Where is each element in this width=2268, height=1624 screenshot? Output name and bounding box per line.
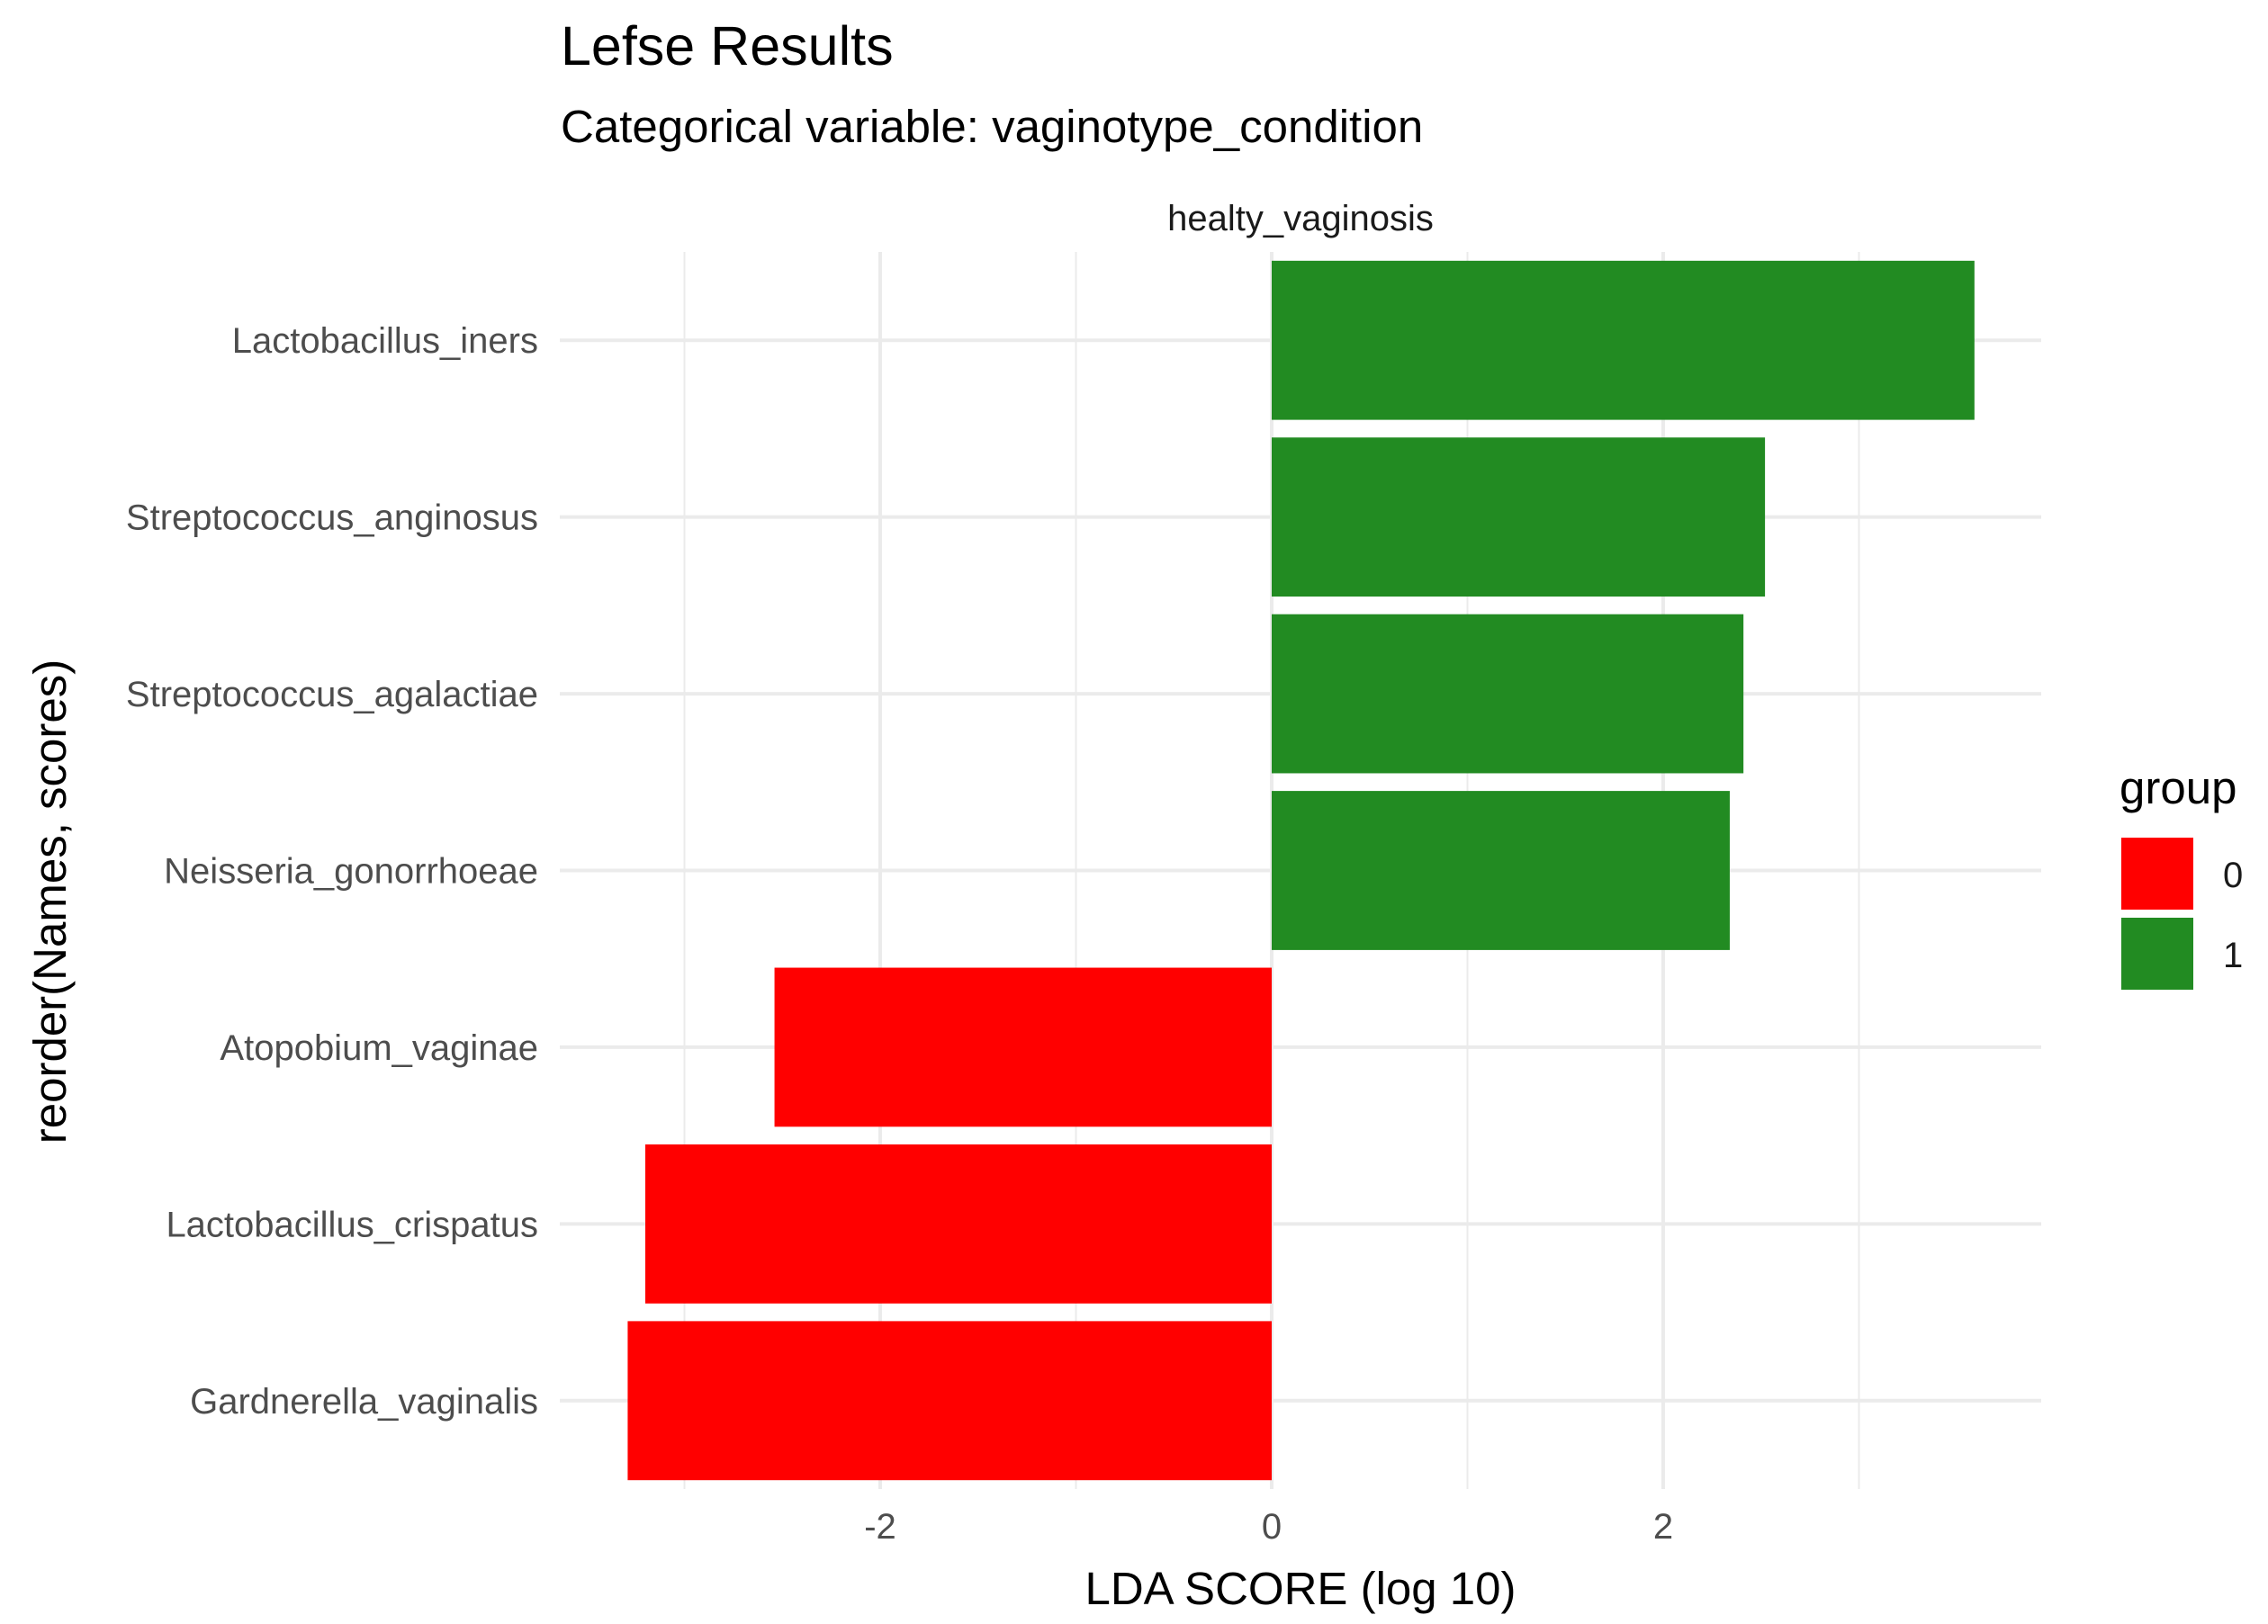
x-tick-label: 0 [1262, 1507, 1282, 1547]
legend-label-0: 0 [2223, 856, 2243, 895]
y-tick-label: Lactobacillus_crispatus [166, 1205, 538, 1244]
x-tick-labels: -2 0 2 [864, 1507, 1673, 1547]
y-tick-label: Gardnerella_vaginalis [190, 1382, 538, 1422]
bar [645, 1144, 1272, 1304]
facet-strip-label: healty_vaginosis [1167, 199, 1434, 238]
legend: group 0 1 [2120, 762, 2243, 990]
y-tick-label: Lactobacillus_iners [232, 321, 538, 361]
x-tick-label: -2 [864, 1507, 896, 1547]
bar [1272, 437, 1766, 597]
y-tick-label: Neisseria_gonorrhoeae [164, 852, 538, 892]
y-axis-title: reorder(Names, scores) [24, 659, 76, 1144]
bar [1272, 791, 1730, 950]
y-tick-label: Atopobium_vaginae [220, 1028, 538, 1068]
bar [1272, 614, 1744, 774]
legend-key-1 [2121, 918, 2193, 990]
y-tick-label: Streptococcus_anginosus [126, 498, 538, 538]
y-tick-label: Streptococcus_agalactiae [126, 675, 538, 714]
x-axis-title: LDA SCORE (log 10) [1084, 1563, 1516, 1614]
legend-key-0 [2121, 838, 2193, 910]
bar [774, 967, 1272, 1127]
bar [627, 1321, 1272, 1481]
bar [1272, 260, 1975, 420]
chart-title: Lefse Results [561, 15, 894, 76]
chart-subtitle: Categorical variable: vaginotype_conditi… [561, 101, 1423, 152]
legend-title: group [2120, 762, 2236, 813]
legend-label-1: 1 [2223, 936, 2243, 975]
x-tick-label: 2 [1653, 1507, 1673, 1547]
bar-layer [627, 260, 1975, 1481]
y-tick-labels: Lactobacillus_iners Streptococcus_anginos… [126, 321, 538, 1422]
